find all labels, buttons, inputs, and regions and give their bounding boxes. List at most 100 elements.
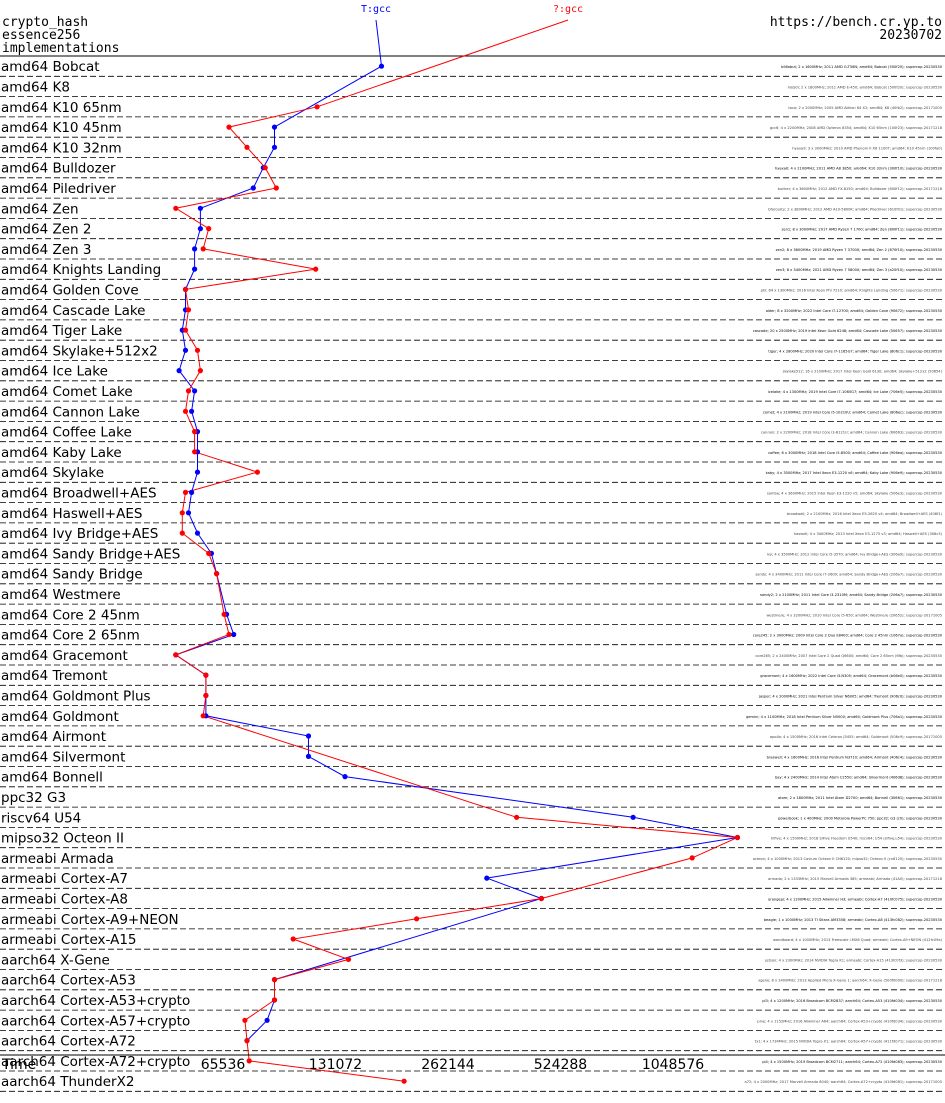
best-series-point	[194, 469, 201, 475]
best-series-point	[194, 530, 201, 536]
platform-label: amd64 Tremont	[1, 668, 108, 684]
platform-label: armeabi Armada	[1, 851, 114, 867]
gcc-series-point	[197, 368, 203, 374]
header-implementations: implementations	[2, 41, 120, 56]
platform-detail: haswell; 4 x 3400MHz; 2013 Intel Xeon E3…	[794, 532, 943, 536]
platform-label: aarch64 Cortex-A72	[1, 1034, 136, 1050]
platform-label: amd64 K10 65nm	[1, 100, 122, 116]
best-series-point	[197, 205, 203, 211]
platform-detail: jasper; 4 x 2000MHz; 2021 Intel Pentium …	[758, 694, 943, 698]
gcc-series-point	[185, 307, 192, 313]
platform-detail: sandy; 4 x 3400MHz; 2011 Intel Core i7-2…	[755, 573, 942, 577]
gcc-series-point	[401, 1078, 407, 1084]
platform-label: ppc32 G3	[1, 790, 66, 806]
header-left: crypto_hash essence256 implementations	[2, 16, 119, 55]
platform-label: amd64 Kaby Lake	[1, 445, 122, 461]
platform-detail: sandy2; 2 x 2100MHz; 2011 Intel Core i3-…	[760, 593, 943, 597]
platform-detail: broadwell; 2 x 2100MHz; 2016 Intel Xeon …	[787, 512, 943, 516]
gcc-series-point	[206, 550, 212, 557]
gcc-series-point	[262, 165, 268, 171]
platform-detail: toco; 2 x 2000MHz; 2005 AMD Athlon 64 X2…	[788, 106, 942, 110]
gcc-series-point	[273, 185, 279, 191]
platform-label: amd64 Skylake+512x2	[1, 343, 158, 359]
best-series-point	[189, 489, 195, 495]
best-series-point	[197, 226, 203, 232]
platform-detail: a72; 4 x 2000MHz; 2017 Marvell Armada 80…	[745, 1080, 943, 1084]
platform-detail: beagle; 1 x 1000MHz; 2013 TI Sitara AM33…	[764, 918, 943, 922]
platform-label: amd64 Knights Landing	[1, 262, 161, 278]
platform-rows: amd64 Bobcat bll6abut; 2 x 1600MHz; 2011 …	[0, 55, 945, 1092]
platform-label: aarch64 X-Gene	[1, 952, 110, 968]
platform-label: riscv64 U54	[1, 810, 81, 826]
gcc-series-point	[179, 530, 185, 536]
header-function: essence256	[2, 28, 81, 43]
platform-detail: orangepi; 4 x 1200MHz; 2015 Allwinner H3…	[768, 897, 943, 901]
gcc-series-point	[221, 611, 227, 617]
gcc-series-point	[200, 713, 206, 719]
gcc-series-point	[182, 327, 189, 333]
platform-label: armeabi Cortex-A8	[1, 891, 128, 907]
platform-detail: coffee; 6 x 3000MHz; 2018 Intel Core i5-…	[768, 451, 943, 455]
gcc-series-point	[226, 631, 232, 638]
platform-label: aarch64 Cortex-A53	[1, 973, 136, 989]
platform-label: aarch64 Cortex-A53+crypto	[1, 993, 190, 1009]
platform-label: amd64 Cannon Lake	[1, 404, 140, 420]
platform-detail: cascade; 20 x 2500MHz; 2019 Intel Xeon G…	[753, 329, 943, 333]
platform-detail: zen1; 8 x 3000MHz; 2017 AMD Ryzen 7 1700…	[782, 228, 943, 232]
platform-detail: hyaxa0; 4 x 2100MHz; 2011 AMD A8 3850; a…	[775, 167, 943, 171]
platform-detail: pi4; 4 x 1500MHz; 2019 Broadcom BCM2711;…	[762, 1060, 942, 1064]
platform-label: amd64 Sandy Bridge+AES	[1, 546, 180, 562]
gcc-series-point	[246, 1058, 252, 1064]
gcc-series-point	[194, 347, 201, 353]
x-axis: Time 65536 131072 262144 524288 1048576	[0, 1054, 945, 1073]
platform-label: aarch64 Cortex-A57+crypto	[1, 1013, 190, 1029]
header-site-url: https://bench.cr.yp.to	[769, 15, 942, 30]
series-points	[173, 63, 741, 1084]
gcc-series-line	[174, 19, 740, 1082]
best-series-point	[182, 347, 189, 353]
best-series-point	[271, 144, 278, 150]
x-tick-label: 524288	[534, 1057, 587, 1073]
platform-label: amd64 Airmont	[1, 729, 106, 745]
platform-label: amd64 K10 32nm	[1, 140, 122, 156]
gcc-series-point	[173, 652, 179, 658]
x-tick-label: 262144	[421, 1057, 475, 1073]
platform-detail: westmere; 4 x 3200MHz; 2010 Intel Core i…	[766, 613, 942, 617]
platform-label: amd64 Comet Lake	[1, 384, 133, 400]
platform-detail: ivy; 4 x 3500MHz; 2012 Intel Core i5-357…	[767, 552, 943, 556]
platform-label: amd64 Gracemont	[1, 648, 128, 664]
gcc-series-point	[689, 855, 695, 861]
gcc-series-point	[271, 977, 278, 983]
platform-detail: braswell; 4 x 1600MHz; 2016 Intel Pentiu…	[767, 755, 943, 759]
platform-detail: pi3; 4 x 1200MHz; 2016 Broadcom BCM2837;…	[762, 999, 942, 1003]
platform-detail: bay; 4 x 2400MHz; 2014 Intel Atom C2550;…	[775, 776, 943, 780]
best-series-point	[378, 63, 385, 69]
platform-label: amd64 Bulldozer	[1, 161, 116, 177]
platform-label: amd64 Core 2 65nm	[1, 628, 140, 644]
platform-detail: skylake512; 16 x 2100MHz; 2017 Intel Xeo…	[783, 370, 943, 374]
platform-detail: pine; 4 x 1152MHz; 2016 Allwinner A64; a…	[757, 1019, 942, 1023]
platform-detail: jetson; 4 x 2300MHz; 2014 NVIDIA Tegra K…	[764, 958, 942, 962]
gcc-series-point	[244, 1038, 250, 1044]
platform-label: amd64 Coffee Lake	[1, 425, 132, 441]
best-series-point	[630, 814, 636, 820]
x-tick-label: 131072	[309, 1057, 362, 1073]
best-series-point	[192, 246, 198, 252]
gcc-series-point	[290, 936, 296, 942]
platform-label: armeabi Cortex-A7	[1, 871, 128, 887]
platform-label: amd64 Sandy Bridge	[1, 567, 143, 583]
platform-detail: tiger; 4 x 2800MHz; 2020 Intel Core i7-1…	[768, 349, 942, 353]
platform-detail: gracemont; 4 x 1600MHz; 2022 Intel Core …	[760, 674, 942, 678]
best-series-point	[250, 185, 256, 191]
platform-detail: cannon; 2 x 2200MHz; 2018 Intel Core i3-…	[761, 431, 943, 435]
platform-detail: bll6abut; 2 x 1600MHz; 2011 AMD G-T56N; …	[781, 65, 943, 69]
platform-label: armeabi Cortex-A15	[1, 932, 137, 948]
x-tick-label: 1048576	[642, 1057, 704, 1073]
best-series-point	[484, 875, 490, 881]
platform-label: amd64 Westmere	[1, 587, 121, 603]
platform-detail: zen2; 8 x 3600MHz; 2019 AMD Ryzen 7 3700…	[776, 248, 943, 252]
platform-detail: samba; 4 x 3600MHz; 2015 Intel Xeon E3-1…	[767, 491, 943, 495]
platform-label: amd64 Ivy Bridge+AES	[1, 526, 158, 542]
platform-detail: icelake; 4 x 1300MHz; 2019 Intel Core i7…	[768, 390, 943, 394]
gcc-series-point	[203, 692, 209, 699]
